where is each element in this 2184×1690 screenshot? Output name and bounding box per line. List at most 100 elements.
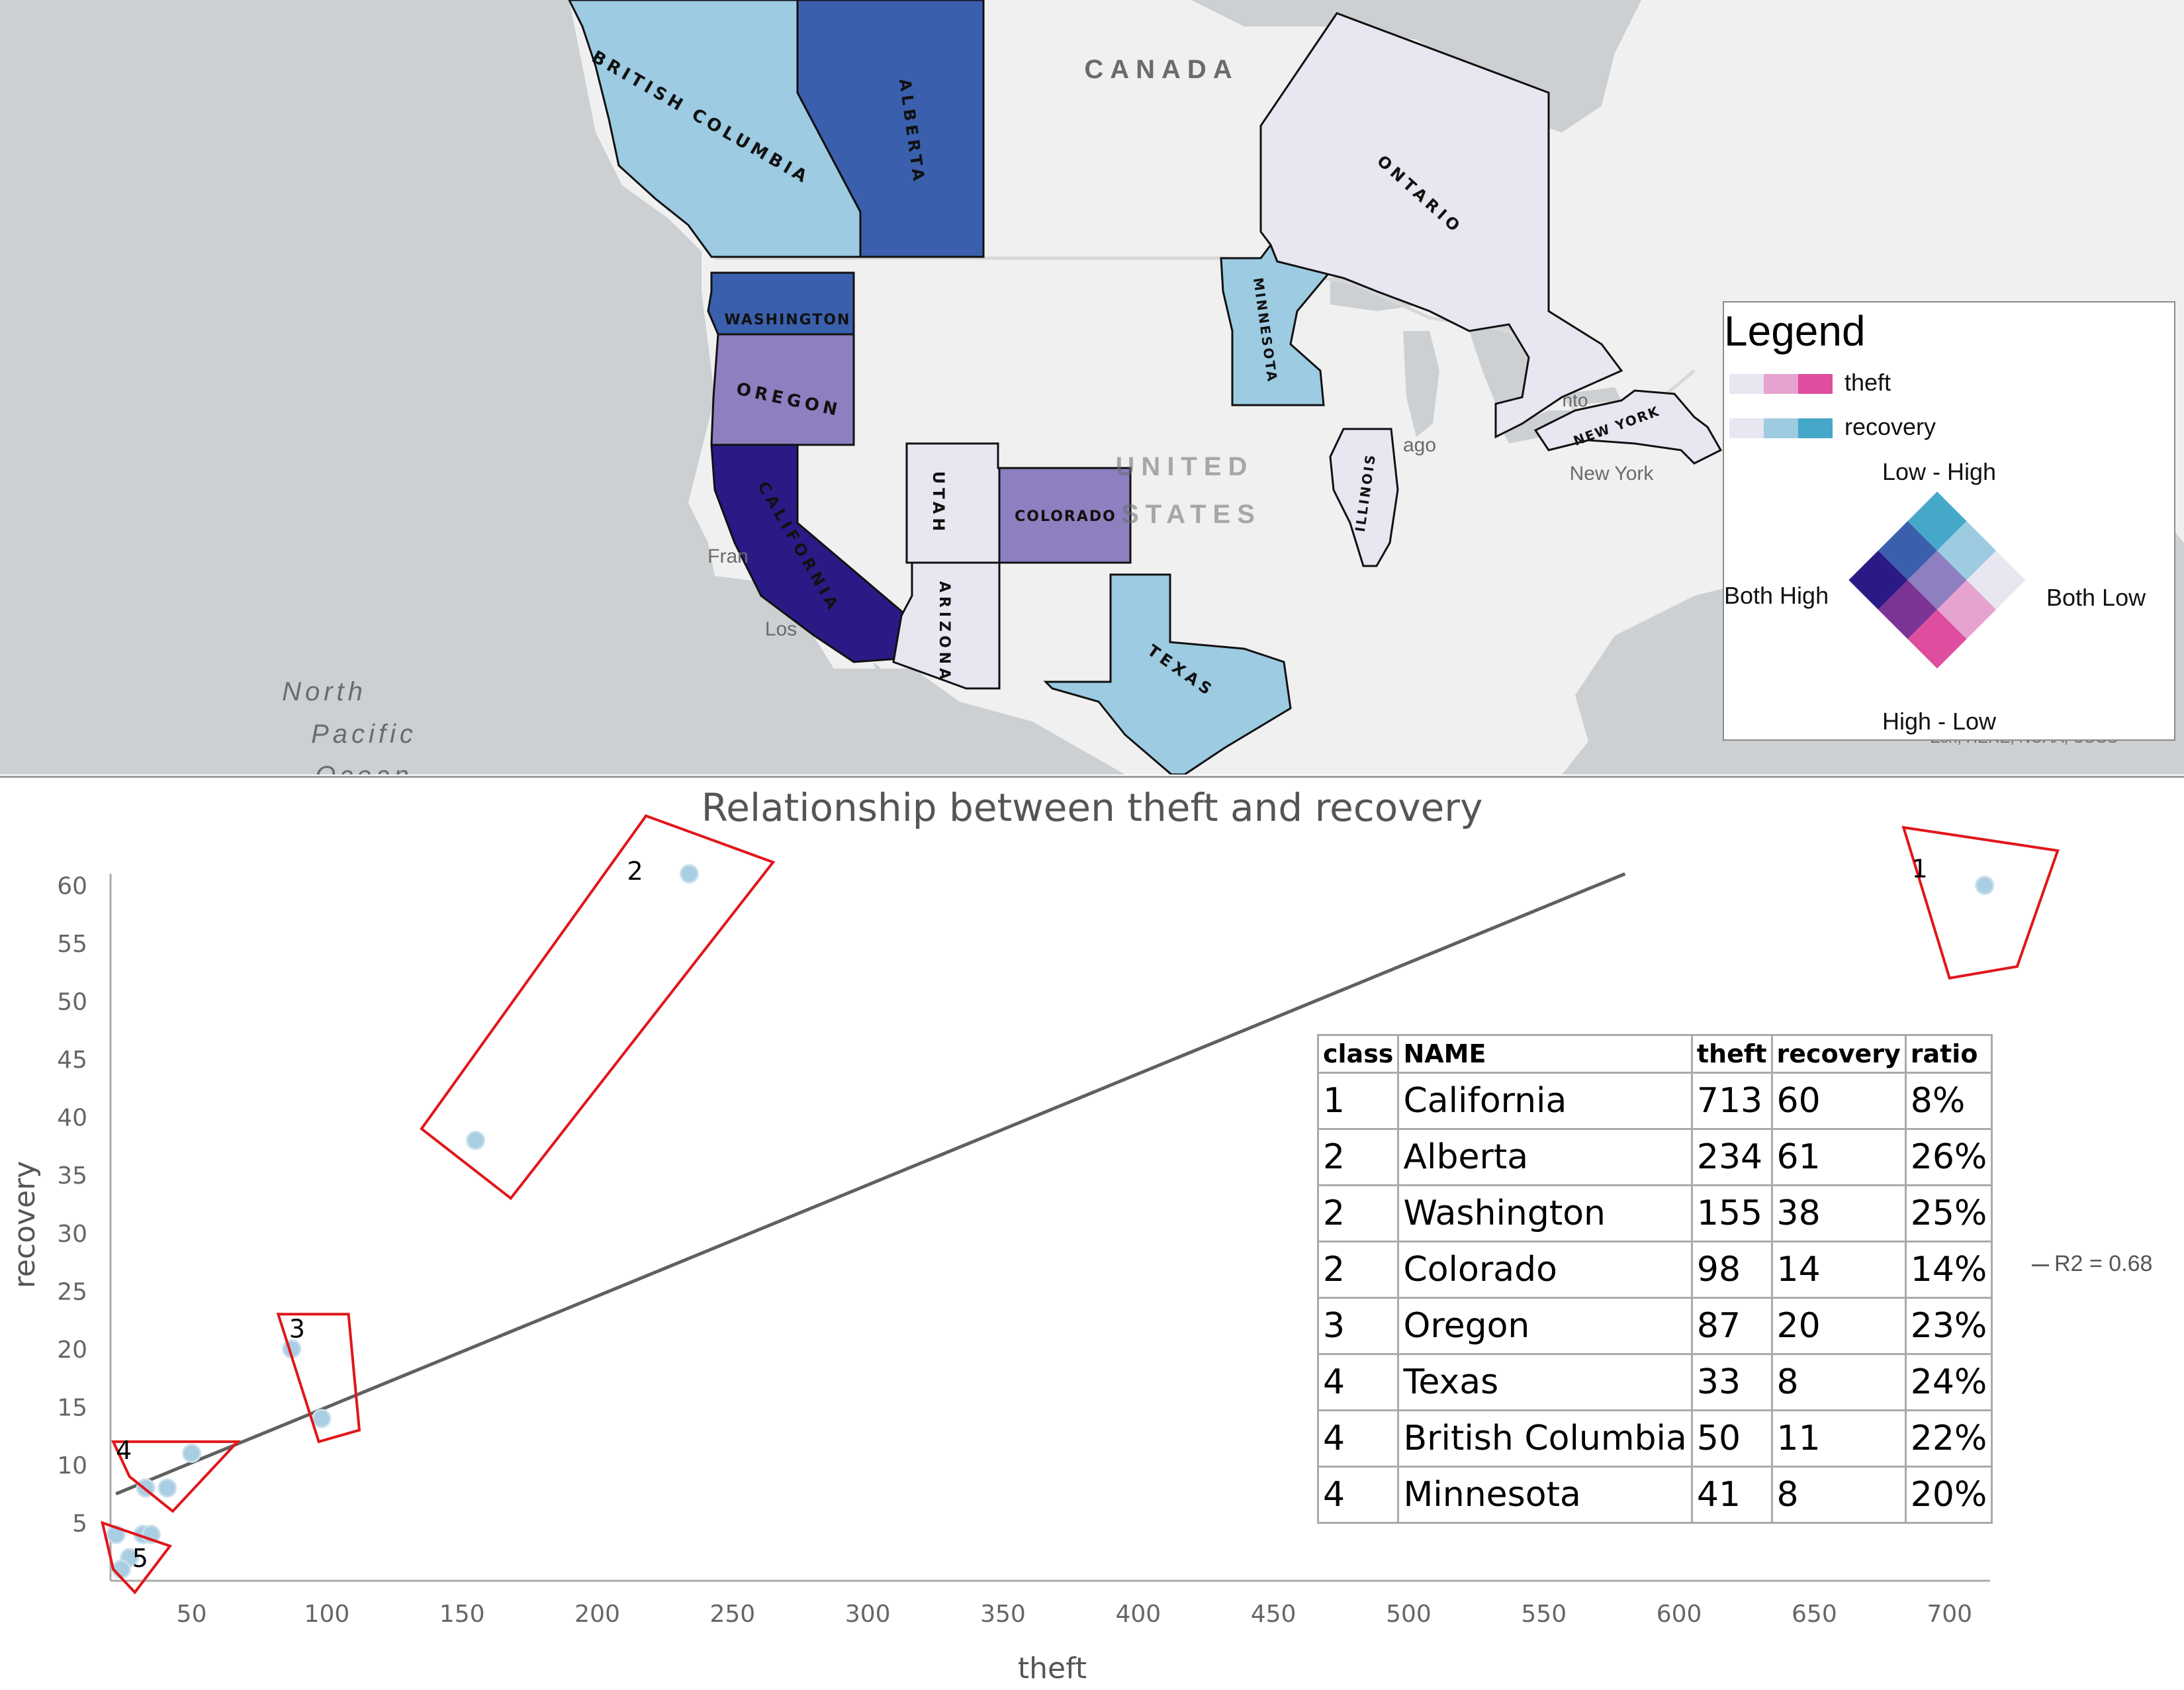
- basemap-label-fran: Fran: [707, 545, 749, 567]
- table-row: 4 Minnesota 41 8 20%: [1316, 1466, 1993, 1524]
- table-row: 4 Texas 33 8 24%: [1316, 1353, 1993, 1411]
- legend-low-high-label: Low - High: [1882, 458, 1997, 485]
- basemap-label-toronto: nto: [1563, 390, 1588, 410]
- table-row: 1 California 713 60 8%: [1316, 1072, 1993, 1130]
- table-cell: 20: [1770, 1297, 1907, 1355]
- region-alberta[interactable]: [796, 0, 985, 258]
- map-legend: Legend theft recovery Low - High High - …: [1723, 301, 2175, 741]
- table-cell: 61: [1770, 1128, 1907, 1186]
- legend-matrix-cell: [1937, 521, 1997, 581]
- table-cell: Colorado: [1397, 1241, 1693, 1299]
- legend-recovery-swatch: [1798, 418, 1833, 438]
- lake-michigan: [1403, 331, 1439, 437]
- table-cell: 8: [1770, 1466, 1907, 1524]
- table-cell: 60: [1770, 1072, 1907, 1130]
- r2-legend: R2 = 0.68: [2032, 1251, 2152, 1277]
- legend-theft-swatch: [1764, 374, 1798, 394]
- region-new-york[interactable]: [1533, 389, 1723, 465]
- table-cell: Minnesota: [1397, 1466, 1693, 1524]
- legend-recovery-label: recovery: [1844, 413, 1936, 440]
- table-cell: Texas: [1397, 1353, 1693, 1411]
- table-header-cell: class: [1316, 1034, 1400, 1074]
- table-cell: 234: [1690, 1128, 1773, 1186]
- region-label-utah: UTAH: [929, 471, 948, 536]
- table-cell: 4: [1316, 1409, 1400, 1468]
- legend-both-low-label: Both Low: [2046, 584, 2146, 611]
- table-row: 4 British Columbia 50 11 22%: [1316, 1409, 1993, 1468]
- region-arizona[interactable]: [892, 561, 1001, 690]
- legend-theft-label: theft: [1844, 369, 1891, 396]
- region-california[interactable]: [710, 444, 908, 663]
- table-cell: 22%: [1904, 1409, 1993, 1468]
- table-cell: Oregon: [1397, 1297, 1693, 1355]
- region-label-colorado: COLORADO: [1015, 508, 1116, 525]
- map-panel[interactable]: BRITISH COLUMBIA ALBERTA WASHINGTON OREG…: [0, 0, 2184, 775]
- table-cell: 8%: [1904, 1072, 1993, 1130]
- table-cell: 14%: [1904, 1241, 1993, 1299]
- table-cell: 14: [1770, 1241, 1907, 1299]
- table-header-cell: NAME: [1397, 1034, 1693, 1074]
- table-cell: 4: [1316, 1466, 1400, 1524]
- table-cell: 2: [1316, 1184, 1400, 1243]
- legend-matrix-cell: [1878, 580, 1937, 639]
- r2-legend-swatch: [2032, 1264, 2049, 1266]
- table-row: 2 Alberta 234 61 26%: [1316, 1128, 1993, 1186]
- table-header-row: class NAME theft recovery ratio: [1316, 1034, 1993, 1074]
- table-row: 2 Washington 155 38 25%: [1316, 1184, 1993, 1243]
- basemap-label-north: North: [282, 677, 367, 706]
- basemap-label-canada: CANADA: [1084, 55, 1238, 84]
- r2-legend-text: R2 = 0.68: [2054, 1251, 2153, 1276]
- basemap-label-los: Los: [765, 618, 797, 640]
- legend-theft-swatch: [1798, 374, 1833, 394]
- table-cell: 38: [1770, 1184, 1907, 1243]
- legend-both-high-label: Both High: [1724, 582, 1829, 609]
- table-cell: 23%: [1904, 1297, 1993, 1355]
- legend-high-low-label: High - Low: [1882, 708, 1997, 735]
- table-cell: 8: [1770, 1353, 1907, 1411]
- legend-graphics: [1729, 374, 2026, 669]
- table-cell: 25%: [1904, 1184, 1993, 1243]
- region-utah[interactable]: [905, 442, 1001, 564]
- map-canvas[interactable]: BRITISH COLUMBIA ALBERTA WASHINGTON OREG…: [0, 0, 2184, 775]
- gulf-of-california: [874, 662, 940, 775]
- data-table: class NAME theft recovery ratio 1 California 7…: [1316, 1034, 1993, 1524]
- table-cell: 98: [1690, 1241, 1773, 1299]
- legend-title: Legend: [1724, 307, 1866, 355]
- table-cell: 24%: [1904, 1353, 1993, 1411]
- legend-recovery-swatch: [1764, 418, 1798, 438]
- table-header-cell: theft: [1690, 1034, 1773, 1074]
- region-label-arizona: ARIZONA: [936, 581, 952, 683]
- table-cell: California: [1397, 1072, 1693, 1130]
- table-row: 2 Colorado 98 14 14%: [1316, 1241, 1993, 1299]
- basemap-label-states: STATES: [1121, 500, 1261, 529]
- table-cell: 26%: [1904, 1128, 1993, 1186]
- table-cell: 87: [1690, 1297, 1773, 1355]
- region-texas[interactable]: [1043, 573, 1292, 775]
- table-cell: 20%: [1904, 1466, 1993, 1524]
- region-ontario[interactable]: [1259, 12, 1623, 439]
- basemap-label-chicago: ago: [1403, 434, 1436, 456]
- table-cell: Alberta: [1397, 1128, 1693, 1186]
- table-row: 3 Oregon 87 20 23%: [1316, 1297, 1993, 1355]
- legend-matrix-cell: [1878, 521, 1937, 581]
- table-header-cell: ratio: [1904, 1034, 1993, 1074]
- table-cell: 33: [1690, 1353, 1773, 1411]
- region-colorado[interactable]: [998, 467, 1132, 564]
- table-cell: 50: [1690, 1409, 1773, 1468]
- lake-ontario: [1562, 387, 1621, 405]
- table-cell: 41: [1690, 1466, 1773, 1524]
- table-cell: 11: [1770, 1409, 1907, 1468]
- lake-huron: [1469, 324, 1529, 404]
- basemap-label-new-york-city: New York: [1570, 463, 1655, 485]
- table-cell: 2: [1316, 1128, 1400, 1186]
- basemap-label-ocean: Ocean: [315, 761, 413, 775]
- legend-recovery-swatch: [1729, 418, 1764, 438]
- legend-matrix-cell: [1937, 580, 1997, 639]
- table-cell: 155: [1690, 1184, 1773, 1243]
- region-label-washington: WASHINGTON: [725, 312, 851, 328]
- basemap-label-united: UNITED: [1116, 452, 1254, 481]
- region-illinois[interactable]: [1329, 428, 1399, 567]
- table-cell: Washington: [1397, 1184, 1693, 1243]
- legend-theft-swatch: [1729, 374, 1764, 394]
- table-cell: 4: [1316, 1353, 1400, 1411]
